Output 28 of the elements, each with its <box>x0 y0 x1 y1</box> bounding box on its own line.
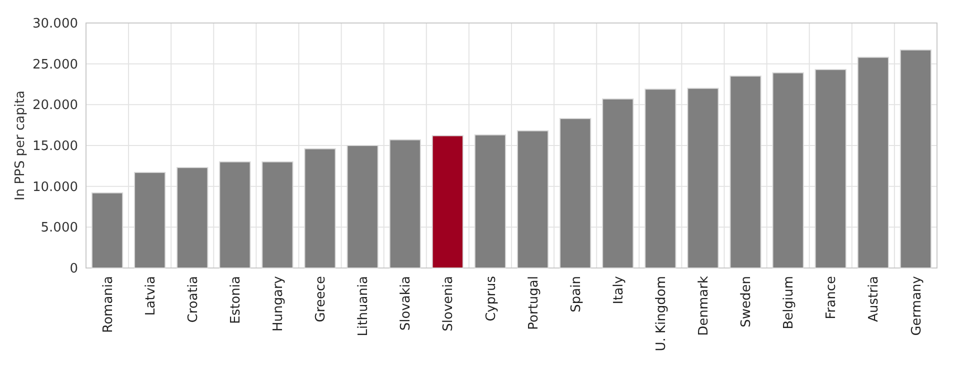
x-tick-label: Cyprus <box>484 276 499 322</box>
y-tick-label: 5.000 <box>40 220 78 236</box>
y-tick-label: 20.000 <box>32 98 78 114</box>
x-tick-label: Lithuania <box>356 276 372 336</box>
x-tick-label: U. Kingdom <box>654 276 669 352</box>
x-tick-label: Slovenia <box>441 276 456 332</box>
x-tick-label: Denmark <box>696 276 712 336</box>
y-axis-title: In PPS per capita <box>13 90 28 201</box>
y-tick-label: 30.000 <box>32 16 78 32</box>
y-tick-label: 0 <box>70 262 78 277</box>
y-tick-label: 15.000 <box>32 139 78 154</box>
x-tick-label: Italy <box>611 276 626 304</box>
x-tick-label: Greece <box>314 276 329 322</box>
y-tick-label: 10.000 <box>32 180 78 195</box>
x-tick-label: Latvia <box>143 276 158 316</box>
y-tick-label: 25.000 <box>32 57 78 72</box>
x-tick-label: Austria <box>866 276 882 322</box>
x-tick-label: Sweden <box>739 276 754 328</box>
x-tick-label: Hungary <box>271 276 286 332</box>
x-tick-label: Portugal <box>526 276 542 330</box>
x-tick-label: Germany <box>909 276 924 336</box>
x-tick-label: Belgium <box>782 276 797 330</box>
x-tick-label: Estonia <box>228 276 244 324</box>
x-tick-label: Romania <box>100 276 116 333</box>
x-tick-label: Slovakia <box>398 276 414 331</box>
x-tick-label: France <box>824 276 840 320</box>
x-tick-label: Croatia <box>186 276 201 323</box>
x-tick-label: Spain <box>568 276 584 312</box>
